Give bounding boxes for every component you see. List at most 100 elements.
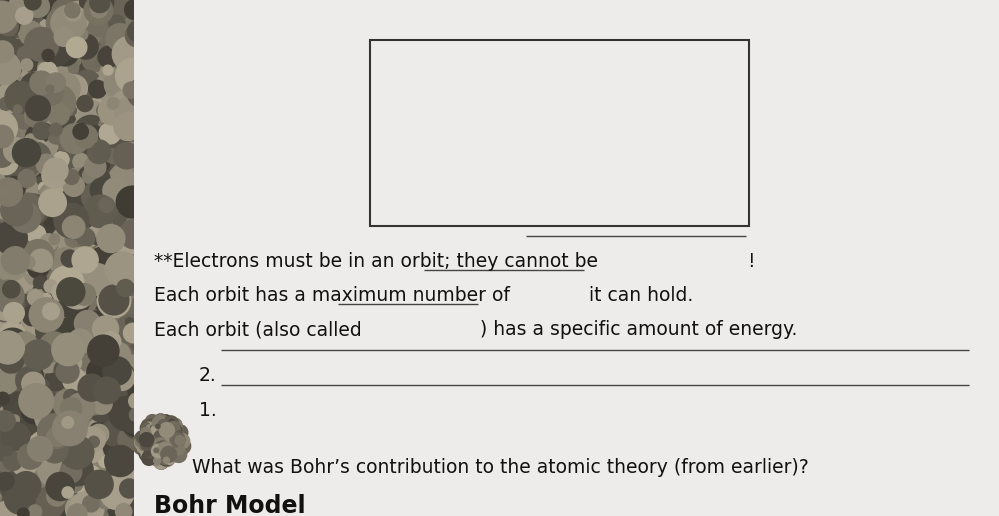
Circle shape [73,8,94,29]
Circle shape [31,234,43,245]
Circle shape [112,280,125,293]
Circle shape [44,424,76,456]
Circle shape [140,421,154,435]
Bar [0,0,144,516]
Circle shape [0,203,30,233]
Circle shape [67,147,86,166]
Circle shape [107,270,124,286]
Circle shape [38,62,57,81]
Circle shape [80,153,110,183]
Circle shape [127,330,138,341]
Circle shape [115,156,149,190]
Circle shape [80,440,111,471]
Circle shape [111,449,125,463]
Circle shape [24,147,47,170]
Circle shape [169,418,182,431]
Circle shape [85,470,113,498]
Circle shape [45,400,66,421]
Circle shape [34,372,60,398]
Circle shape [15,148,30,163]
Circle shape [38,13,67,42]
Circle shape [80,342,97,359]
Circle shape [113,140,123,150]
Circle shape [33,30,42,39]
Circle shape [98,42,121,64]
Circle shape [42,65,69,92]
Circle shape [39,480,55,496]
Circle shape [26,379,35,388]
Circle shape [0,237,6,247]
Circle shape [79,300,101,322]
Circle shape [62,184,73,195]
Circle shape [61,490,90,516]
Circle shape [98,174,106,183]
Circle shape [59,3,81,25]
Circle shape [98,345,107,354]
Circle shape [46,321,66,342]
Circle shape [60,185,71,196]
Circle shape [28,160,41,173]
Circle shape [60,275,95,309]
Circle shape [165,418,180,433]
Circle shape [59,415,86,442]
Circle shape [7,71,22,86]
Circle shape [142,427,148,433]
Circle shape [74,36,82,44]
Circle shape [168,425,179,436]
Circle shape [0,137,17,166]
Circle shape [5,423,22,440]
Circle shape [114,139,135,160]
Circle shape [170,433,185,447]
Circle shape [98,148,130,180]
Circle shape [41,338,55,352]
Circle shape [129,483,147,501]
Circle shape [0,478,9,488]
Circle shape [73,137,100,164]
Circle shape [9,447,30,469]
Circle shape [31,352,62,383]
Circle shape [47,269,71,293]
Circle shape [18,78,28,88]
Circle shape [5,447,30,472]
Circle shape [27,0,54,26]
Circle shape [121,290,130,299]
Circle shape [52,475,67,490]
Circle shape [156,438,166,448]
Circle shape [96,190,121,215]
Circle shape [130,442,139,452]
Circle shape [2,446,12,456]
Circle shape [72,459,91,478]
Circle shape [10,360,30,380]
Circle shape [90,222,113,246]
Circle shape [128,171,141,184]
Circle shape [108,0,125,10]
Circle shape [119,373,134,388]
Circle shape [36,29,65,57]
Circle shape [36,493,45,501]
Circle shape [15,152,31,168]
Circle shape [13,105,22,114]
Circle shape [103,65,113,75]
Circle shape [71,216,80,225]
Circle shape [45,402,63,421]
Circle shape [82,466,94,478]
Circle shape [34,502,46,513]
Circle shape [159,436,168,445]
Circle shape [9,248,22,261]
Circle shape [148,416,158,426]
Circle shape [0,402,27,431]
Circle shape [120,66,131,77]
Circle shape [108,116,128,136]
Circle shape [20,221,50,251]
Circle shape [101,22,111,31]
Circle shape [120,146,152,178]
Circle shape [29,246,43,260]
Circle shape [130,119,142,130]
Circle shape [20,25,45,50]
Circle shape [35,294,48,306]
Circle shape [25,291,53,319]
Circle shape [49,492,60,503]
Circle shape [134,80,153,99]
Circle shape [109,252,119,263]
Circle shape [116,157,129,170]
